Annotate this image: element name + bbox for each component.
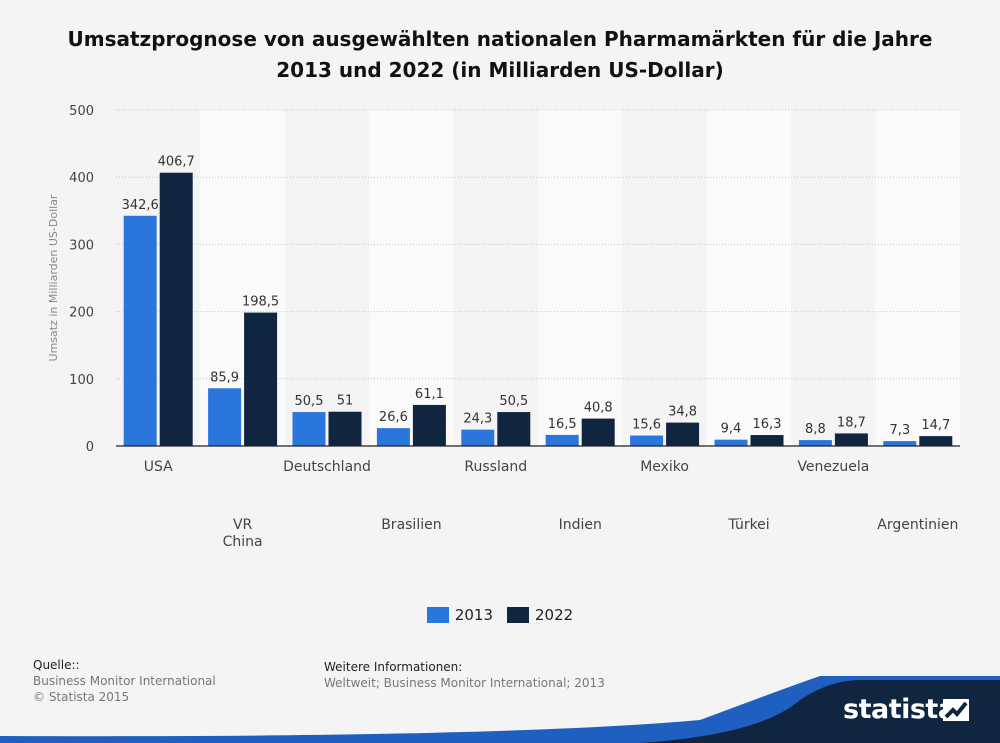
bar-2022 — [497, 412, 531, 446]
bar-2022 — [412, 404, 446, 446]
copyright: © Statista 2015 — [33, 690, 130, 704]
statista-logo[interactable]: statista — [843, 694, 956, 725]
source-heading: Quelle:: — [33, 658, 80, 672]
legend-item-2022[interactable]: 2022 — [507, 606, 573, 624]
x-tick-label: China — [223, 534, 263, 550]
legend-swatch-2022 — [507, 607, 529, 623]
x-tick-label: Russland — [464, 459, 527, 475]
bar-2013 — [545, 434, 579, 446]
data-label-2022: 406,7 — [158, 155, 195, 170]
y-tick-label: 0 — [86, 440, 94, 455]
y-tick-label: 500 — [69, 104, 94, 119]
data-label-2022: 50,5 — [499, 394, 528, 409]
statista-logo-icon — [943, 699, 969, 721]
bar-2022 — [834, 433, 868, 446]
data-label-2013: 85,9 — [210, 370, 239, 385]
chart-title: Umsatzprognose von ausgewählten national… — [67, 27, 933, 82]
x-tick-label: Indien — [559, 517, 602, 533]
x-tick-label: VR — [233, 517, 253, 533]
category-band — [706, 110, 792, 446]
data-label-2013: 16,5 — [548, 417, 577, 432]
legend-label-2022: 2022 — [535, 606, 574, 624]
data-label-2022: 14,7 — [921, 418, 950, 433]
legend-item-2013[interactable]: 2013 — [426, 606, 493, 624]
info-text: Weltweit; Business Monitor International… — [324, 676, 605, 690]
bar-2013 — [376, 428, 410, 446]
category-band — [875, 110, 960, 446]
bar-2013 — [883, 441, 917, 446]
bar-2013 — [292, 412, 326, 446]
legend-label-2013: 2013 — [454, 606, 493, 624]
data-label-2013: 7,3 — [889, 423, 910, 438]
x-tick-label: Argentinien — [877, 517, 958, 533]
y-tick-label: 400 — [69, 171, 94, 186]
data-label-2022: 40,8 — [584, 401, 613, 416]
data-label-2022: 34,8 — [668, 405, 697, 420]
y-tick-label: 200 — [69, 306, 94, 321]
data-label-2013: 50,5 — [295, 394, 324, 409]
data-label-2013: 24,3 — [463, 412, 492, 427]
bar-2013 — [208, 388, 242, 446]
x-tick-label: Türkei — [727, 517, 769, 533]
data-label-2013: 26,6 — [379, 410, 408, 425]
data-label-2013: 8,8 — [805, 422, 826, 437]
data-label-2022: 198,5 — [242, 295, 279, 310]
bar-2013 — [461, 429, 495, 446]
x-tick-label: Brasilien — [381, 517, 441, 533]
bar-2022 — [244, 312, 278, 446]
info-heading: Weitere Informationen: — [324, 660, 463, 674]
source-link[interactable]: Business Monitor International — [33, 674, 216, 688]
bar-2022 — [328, 411, 362, 446]
bar-2022 — [159, 172, 193, 446]
y-tick-label: 300 — [69, 238, 94, 253]
legend: 2013 2022 — [0, 606, 1000, 624]
data-label-2013: 9,4 — [721, 422, 742, 437]
x-tick-label: Mexiko — [640, 459, 689, 475]
bar-2022 — [581, 418, 615, 446]
bar-2022 — [666, 422, 700, 446]
bar-2013 — [798, 440, 832, 446]
data-label-2013: 342,6 — [122, 198, 159, 213]
y-axis-title: Umsatz in Milliarden US-Dollar — [47, 194, 60, 361]
bar-2022 — [919, 436, 953, 446]
y-tick-label: 100 — [69, 373, 94, 388]
bar-2013 — [714, 439, 748, 446]
category-band — [538, 110, 623, 446]
category-band — [369, 110, 454, 446]
info-block: Weitere Informationen: Weltweit; Busines… — [324, 659, 605, 691]
data-label-2022: 61,1 — [415, 387, 444, 402]
bar-2022 — [750, 435, 784, 446]
x-tick-label: Venezuela — [797, 459, 869, 475]
bar-chart: 0 100 200 300 400 500 Umsatz in Milliarden US-… — [47, 104, 960, 550]
x-tick-label: USA — [144, 459, 173, 475]
x-tick-label: Deutschland — [283, 459, 371, 475]
data-label-2013: 15,6 — [632, 418, 661, 433]
bar-2013 — [630, 435, 664, 446]
data-label-2022: 16,3 — [753, 417, 782, 432]
bar-2013 — [123, 215, 157, 446]
source-block: Quelle:: Business Monitor International … — [33, 657, 216, 705]
data-label-2022: 51 — [337, 394, 354, 409]
legend-swatch-2013 — [426, 607, 449, 623]
data-label-2022: 18,7 — [837, 415, 866, 430]
